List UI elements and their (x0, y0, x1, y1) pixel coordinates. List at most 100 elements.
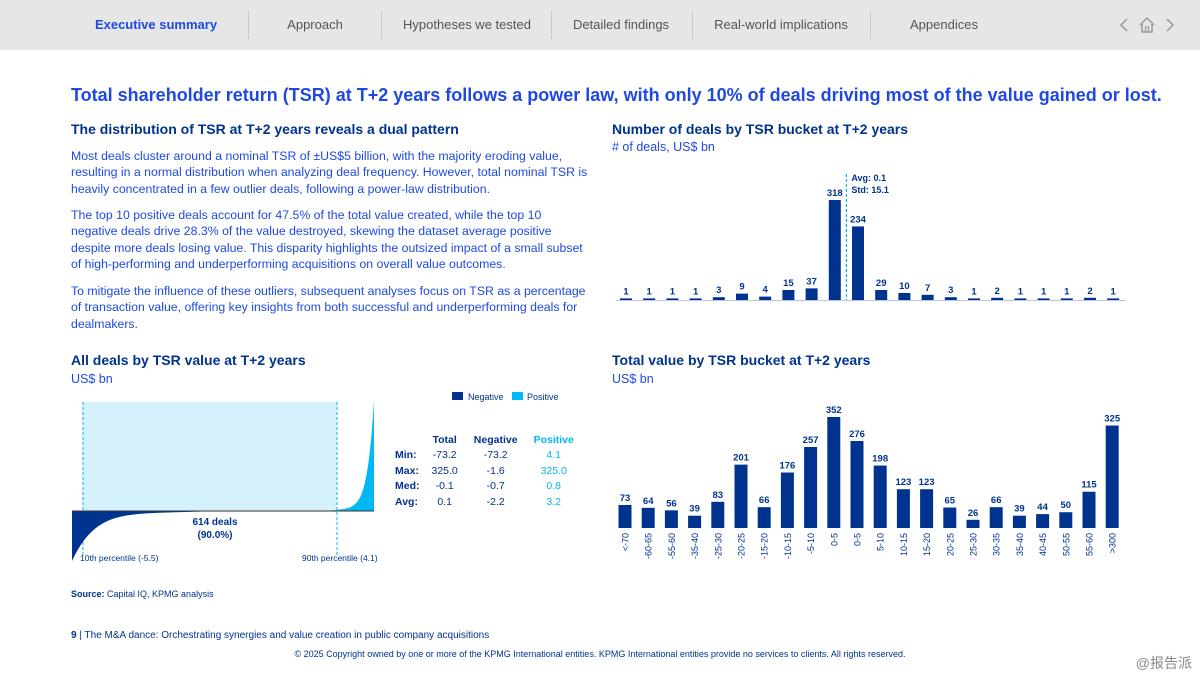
bar (757, 507, 771, 528)
bar (1060, 298, 1073, 300)
chart-subtitle: # of deals, US$ bn (612, 140, 715, 154)
deal-count-chart: 1 1 1 1 3 9 4 15 37 318 234 29 10 7 3 1 2 1 1 1 2 1 Avg: 0.1 St… (616, 173, 1126, 301)
tick-label: -15-20 (760, 533, 770, 559)
tab-appendices[interactable]: Appendices (910, 17, 978, 32)
data-label: 44 (1037, 502, 1048, 513)
stats-cell: 4.1 (546, 449, 561, 462)
data-label: 1 (1018, 286, 1024, 297)
data-label: 37 (806, 276, 817, 287)
stats-row-label: Max: (395, 464, 419, 477)
chart-title: Number of deals by TSR bucket at T+2 yea… (612, 121, 909, 137)
data-label: 2 (1087, 286, 1092, 297)
bar (828, 200, 841, 300)
stats-cell: 0.8 (546, 480, 561, 493)
data-label: 234 (850, 214, 867, 225)
data-label: 318 (827, 188, 843, 199)
legend-label-positive: Positive (527, 392, 559, 402)
tick-label: >300 (1108, 533, 1118, 553)
bar (664, 510, 678, 528)
stats-row-label: Avg: (395, 495, 418, 508)
bar (620, 298, 632, 300)
footer-text: | The M&A dance: Orchestrating synergies… (79, 630, 490, 641)
tab-approach[interactable]: Approach (287, 17, 343, 32)
tick-label: -20-25 (737, 533, 747, 559)
bar (643, 298, 656, 300)
tick-label: 30-35 (992, 533, 1002, 556)
data-label: 1 (693, 286, 699, 297)
bar (1014, 298, 1027, 300)
tab-executive-summary[interactable]: Executive summary (94, 17, 218, 32)
tick-label: -35-40 (690, 533, 700, 559)
bar (1037, 298, 1050, 300)
data-label: 1 (1041, 286, 1047, 297)
data-label: 1 (670, 286, 676, 297)
all-deals-chart: Negative Positive 614 deals (90.0%) 10th per… (72, 392, 559, 563)
bar (850, 440, 864, 528)
stats-row-label: Min: (395, 449, 417, 462)
tick-label: 0-5 (829, 533, 839, 546)
stats-cell: 325.0 (431, 464, 458, 477)
stats-cell: -73.2 (483, 449, 508, 462)
bar (1084, 297, 1096, 300)
chart-subtitle: US$ bn (612, 372, 654, 386)
bar (921, 294, 934, 300)
bar (1012, 515, 1026, 528)
tab-real-world-implications[interactable]: Real-world implications (714, 17, 848, 32)
tick-label: 0-5 (853, 533, 863, 546)
tick-label: 55-60 (1085, 533, 1095, 556)
tab-hypotheses[interactable]: Hypotheses we tested (403, 17, 531, 32)
data-label: 2 (995, 286, 1000, 297)
data-label: 50 (1061, 500, 1072, 511)
total-value-chart: 73 <-70 64 -60-65 56 -55-60 39 -35-40 83 -25-30 20… (618, 405, 1121, 559)
band-label: 614 deals (192, 517, 237, 528)
nav-divider (870, 11, 871, 39)
tick-label: 15-20 (922, 533, 932, 556)
bar (805, 288, 818, 300)
data-label: 7 (925, 283, 930, 294)
tick-label: 25-30 (969, 533, 979, 556)
stats-cell: -73.2 (432, 449, 457, 462)
data-label: 123 (895, 477, 911, 488)
bar (618, 504, 632, 528)
data-label: 26 (968, 508, 979, 519)
tab-detailed-findings[interactable]: Detailed findings (572, 17, 670, 32)
home-icon[interactable] (1138, 16, 1156, 34)
tick-label: -25-30 (713, 533, 723, 559)
bar (780, 472, 794, 528)
bar (920, 489, 934, 528)
bar (711, 501, 725, 528)
chevron-right-icon[interactable] (1164, 17, 1176, 33)
stats-row-label: Med: (395, 480, 420, 493)
tick-label: 50-55 (1061, 533, 1071, 556)
bar (943, 507, 957, 528)
bar (875, 290, 888, 300)
tick-label: 10-15 (899, 533, 909, 556)
stats-cell: 0.1 (437, 495, 452, 508)
data-label: 9 (739, 282, 744, 293)
data-label: 65 (945, 496, 956, 507)
bar (1082, 491, 1096, 528)
bar (1059, 512, 1073, 528)
bar (736, 293, 748, 300)
chevron-left-icon[interactable] (1118, 17, 1130, 33)
bar (966, 519, 980, 528)
bar (1036, 514, 1050, 528)
source-text: Capital IQ, KPMG analysis (107, 589, 214, 599)
chart-title: All deals by TSR value at T+2 years (71, 352, 306, 368)
page-title: Total shareholder return (TSR) at T+2 ye… (71, 85, 1162, 105)
bar (827, 417, 841, 528)
tick-label: -60-65 (644, 533, 654, 559)
bar (873, 465, 887, 528)
stats-table: Total Negative Positive Min: -73.2 -73.2… (395, 432, 582, 510)
footer: 9 | The M&A dance: Orchestrating synergi… (71, 630, 489, 641)
nav-controls (1118, 14, 1176, 36)
tick-label: <-70 (621, 533, 631, 551)
data-label: 66 (759, 495, 770, 506)
stats-cell: 325.0 (540, 464, 567, 477)
paragraph: To mitigate the influence of these outli… (71, 284, 586, 331)
nav-divider (551, 11, 552, 39)
paragraph: Most deals cluster around a nominal TSR … (71, 149, 588, 196)
p90-label: 90th percentile (4.1) (302, 553, 378, 563)
copyright: © 2025 Copyright owned by one or more of… (294, 649, 906, 659)
data-label: 39 (689, 504, 700, 515)
